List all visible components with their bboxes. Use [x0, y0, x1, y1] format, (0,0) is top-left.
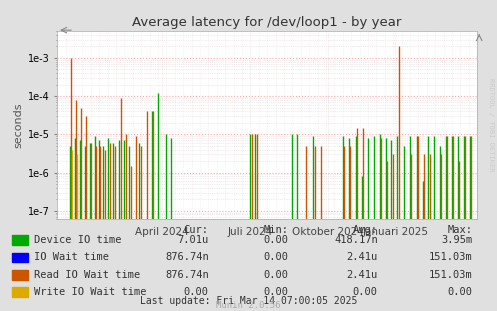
Text: 876.74n: 876.74n: [165, 270, 209, 280]
Text: 3.95m: 3.95m: [441, 235, 472, 245]
Text: 151.03m: 151.03m: [428, 270, 472, 280]
Text: RRDTOOL / TOBI OETIKER: RRDTOOL / TOBI OETIKER: [488, 78, 494, 171]
Bar: [12, 287, 28, 297]
Text: Device IO time: Device IO time: [34, 235, 121, 245]
Text: Last update: Fri Mar 14 07:00:05 2025: Last update: Fri Mar 14 07:00:05 2025: [140, 296, 357, 306]
Text: 0.00: 0.00: [263, 252, 288, 262]
Text: 0.00: 0.00: [353, 287, 378, 297]
Text: Write IO Wait time: Write IO Wait time: [34, 287, 146, 297]
Text: Cur:: Cur:: [184, 225, 209, 235]
Text: 151.03m: 151.03m: [428, 252, 472, 262]
Y-axis label: seconds: seconds: [13, 102, 23, 148]
Text: 418.17n: 418.17n: [334, 235, 378, 245]
Text: IO Wait time: IO Wait time: [34, 252, 109, 262]
Text: Max:: Max:: [447, 225, 472, 235]
Text: 2.41u: 2.41u: [346, 270, 378, 280]
Text: 876.74n: 876.74n: [165, 252, 209, 262]
Text: 7.01u: 7.01u: [177, 235, 209, 245]
Title: Average latency for /dev/loop1 - by year: Average latency for /dev/loop1 - by year: [132, 16, 402, 29]
Text: Avg:: Avg:: [353, 225, 378, 235]
Text: Min:: Min:: [263, 225, 288, 235]
Bar: [12, 235, 28, 245]
Text: 0.00: 0.00: [263, 270, 288, 280]
Text: Read IO Wait time: Read IO Wait time: [34, 270, 140, 280]
Text: 0.00: 0.00: [447, 287, 472, 297]
Bar: [12, 270, 28, 280]
Text: Munin 2.0.56: Munin 2.0.56: [216, 301, 281, 310]
Text: 2.41u: 2.41u: [346, 252, 378, 262]
Text: 0.00: 0.00: [263, 287, 288, 297]
Text: 0.00: 0.00: [184, 287, 209, 297]
Bar: [12, 253, 28, 262]
Text: 0.00: 0.00: [263, 235, 288, 245]
